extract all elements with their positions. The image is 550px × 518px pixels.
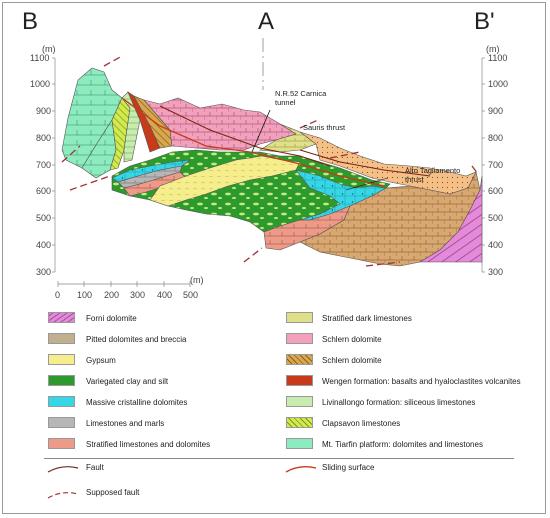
right-tick-1000: 1000	[488, 79, 509, 89]
distance-tick-400: 400	[157, 290, 173, 300]
left-tick-300: 300	[36, 267, 52, 277]
right-tick-800: 800	[488, 133, 504, 143]
alto-tagliamento-label-line1: Alto Tagliamento	[405, 166, 461, 175]
section-label-a: A	[258, 8, 275, 35]
left-axis-unit: (m)	[42, 44, 56, 54]
right-tick-600: 600	[488, 186, 504, 196]
distance-tick-500: 500	[183, 290, 199, 300]
legend-swatch-massive	[48, 396, 75, 407]
left-tick-1100: 1100	[30, 53, 50, 63]
legend-swatch-forni	[48, 312, 75, 323]
legend-swatch-variegated	[48, 375, 75, 386]
right-tick-400: 400	[488, 240, 504, 250]
legend-label-pitted: Pitted dolomites and breccia	[86, 335, 187, 344]
legend-swatch-gypsum	[48, 354, 75, 365]
legend-label-forni: Forni dolomite	[86, 314, 137, 323]
left-tick-1000: 1000	[30, 79, 51, 89]
tunnel-leader	[251, 109, 271, 153]
right-tick-300: 300	[488, 267, 504, 277]
sauris-thrust-label: Sauris thrust	[303, 123, 346, 132]
fault-lines	[121, 97, 431, 187]
right-tick-1100: 1100	[488, 53, 508, 63]
distance-tick-0: 0	[55, 290, 61, 300]
unit-mt-tiarfin	[61, 67, 123, 169]
legend-label-clapsavon: Clapsavon limestones	[322, 419, 401, 428]
sliding-surface	[121, 97, 385, 187]
legend-label-stratified-dark: Stratified dark limestones	[322, 314, 412, 323]
sauris-thrust-fault	[159, 105, 331, 167]
right-tick-900: 900	[488, 106, 504, 116]
section-label-b: B	[22, 8, 39, 35]
section-label-b-prime: B'	[474, 8, 495, 35]
legend-label-variegated: Variegated clay and silt	[86, 377, 169, 386]
distance-scale-bar	[57, 281, 191, 287]
left-tick-500: 500	[36, 213, 52, 223]
distance-tick-100: 100	[77, 290, 93, 300]
legend-swatch-stratified-limestones	[48, 438, 75, 449]
tunnel-label-line1: N.R.52 Carnica	[275, 89, 327, 98]
unit-gypsum	[149, 155, 301, 207]
legend-swatch-wengen	[286, 375, 313, 386]
distance-tick-200: 200	[104, 290, 120, 300]
left-tick-900: 900	[36, 106, 52, 116]
legend-swatch-stratified-dark	[286, 312, 313, 323]
right-tick-700: 700	[488, 160, 504, 170]
tunnel-label-line2: tunnel	[275, 98, 296, 107]
left-tick-800: 800	[36, 133, 52, 143]
distance-unit: (m)	[190, 275, 204, 285]
legend-swatch-pitted	[48, 333, 75, 344]
legend-label-sliding: Sliding surface	[322, 463, 375, 472]
left-elevation-axis	[52, 57, 56, 273]
alto-leader	[345, 177, 389, 191]
legend-label-massive: Massive cristalline dolomites	[86, 398, 188, 407]
legend-label-stratified-limestones: Stratified limestones and dolomites	[86, 440, 211, 449]
left-tick-700: 700	[36, 160, 52, 170]
legend-label-limestones-marls: Limestones and marls	[86, 419, 165, 428]
supposed-faults	[61, 55, 479, 267]
left-tick-400: 400	[36, 240, 52, 250]
legend-label-gypsum: Gypsum	[86, 356, 116, 365]
left-tick-600: 600	[36, 186, 52, 196]
right-tick-500: 500	[488, 213, 504, 223]
legend-swatch-schlern-pink	[286, 333, 313, 344]
legend-swatch-schlern-gold	[286, 354, 313, 365]
right-axis-unit: (m)	[486, 44, 500, 54]
legend-label-wengen: Wengen formation: basalts and hyaloclast…	[322, 377, 521, 386]
legend-label-tiarfin: Mt. Tiarfin platform: dolomites and lime…	[322, 440, 483, 449]
legend-swatch-clapsavon	[286, 417, 313, 428]
alto-tagliamento-fault	[299, 149, 431, 177]
legend-label-livinallongo: Livinallongo formation: siliceous limest…	[322, 398, 476, 407]
legend-label-schlern-pink: Schlern dolomite	[322, 335, 382, 344]
distance-tick-300: 300	[130, 290, 146, 300]
right-elevation-axis	[481, 57, 485, 273]
legend-swatch-livinallongo	[286, 396, 313, 407]
legend-swatch-limestones-marls	[48, 417, 75, 428]
legend-label-schlern-gold: Schlern dolomite	[322, 356, 382, 365]
legend-swatch-tiarfin	[286, 438, 313, 449]
unit-forni-dolomite	[418, 175, 483, 263]
legend-label-supposed: Supposed fault	[86, 488, 140, 497]
alto-tagliamento-label-line2: thrust	[405, 175, 424, 184]
figure-frame	[2, 2, 546, 514]
legend-separator	[44, 458, 514, 459]
legend-label-fault: Fault	[86, 463, 104, 472]
